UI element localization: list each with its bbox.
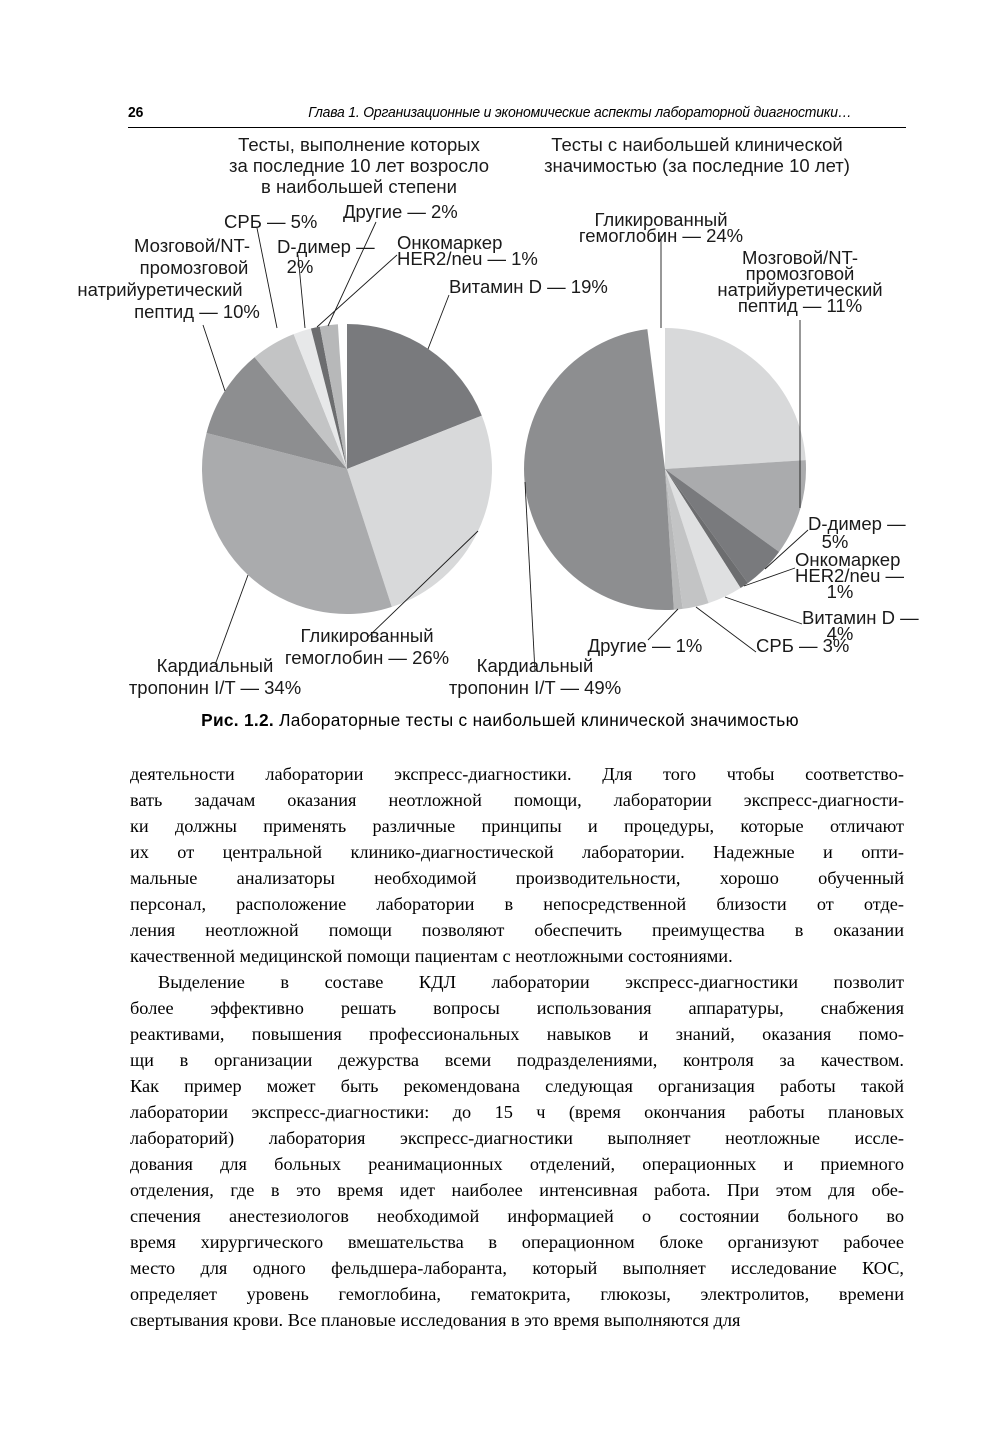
svg-text:в наибольшей степени: в наибольшей степени <box>261 176 457 197</box>
svg-text:D-димер —: D-димер — <box>277 236 375 257</box>
svg-text:1%: 1% <box>827 581 854 602</box>
svg-text:Другие — 1%: Другие — 1% <box>588 635 703 656</box>
svg-text:2%: 2% <box>287 256 314 277</box>
svg-text:гемоглобин — 24%: гемоглобин — 24% <box>579 225 743 246</box>
svg-text:СРБ — 5%: СРБ — 5% <box>224 211 317 232</box>
svg-text:HER2/neu — 1%: HER2/neu — 1% <box>397 248 538 269</box>
svg-text:промозговой: промозговой <box>140 257 249 278</box>
svg-text:СРБ — 3%: СРБ — 3% <box>756 635 849 656</box>
svg-text:гемоглобин — 26%: гемоглобин — 26% <box>285 647 449 668</box>
svg-text:Витамин D — 19%: Витамин D — 19% <box>449 276 608 297</box>
svg-text:натрийуретический: натрийуретический <box>77 279 242 300</box>
svg-text:Кардиальный: Кардиальный <box>477 655 594 676</box>
svg-text:тропонин I/T — 34%: тропонин I/T — 34% <box>129 677 301 698</box>
svg-text:Кардиальный: Кардиальный <box>157 655 274 676</box>
svg-text:тропонин I/T — 49%: тропонин I/T — 49% <box>449 677 621 698</box>
svg-text:Тесты с наибольшей клинической: Тесты с наибольшей клинической <box>551 134 843 155</box>
svg-text:Гликированный: Гликированный <box>300 625 433 646</box>
svg-text:за последние 10 лет возросло: за последние 10 лет возросло <box>229 155 489 176</box>
svg-text:Тесты, выполнение которых: Тесты, выполнение которых <box>238 134 480 155</box>
svg-text:Витамин D —: Витамин D — <box>802 607 919 628</box>
svg-text:пептид — 11%: пептид — 11% <box>738 295 862 316</box>
svg-text:значимостью (за последние 10 л: значимостью (за последние 10 лет) <box>544 155 850 176</box>
svg-text:Мозговой/NT-: Мозговой/NT- <box>134 235 250 256</box>
svg-text:Другие — 2%: Другие — 2% <box>343 201 458 222</box>
svg-text:пептид — 10%: пептид — 10% <box>134 301 260 322</box>
